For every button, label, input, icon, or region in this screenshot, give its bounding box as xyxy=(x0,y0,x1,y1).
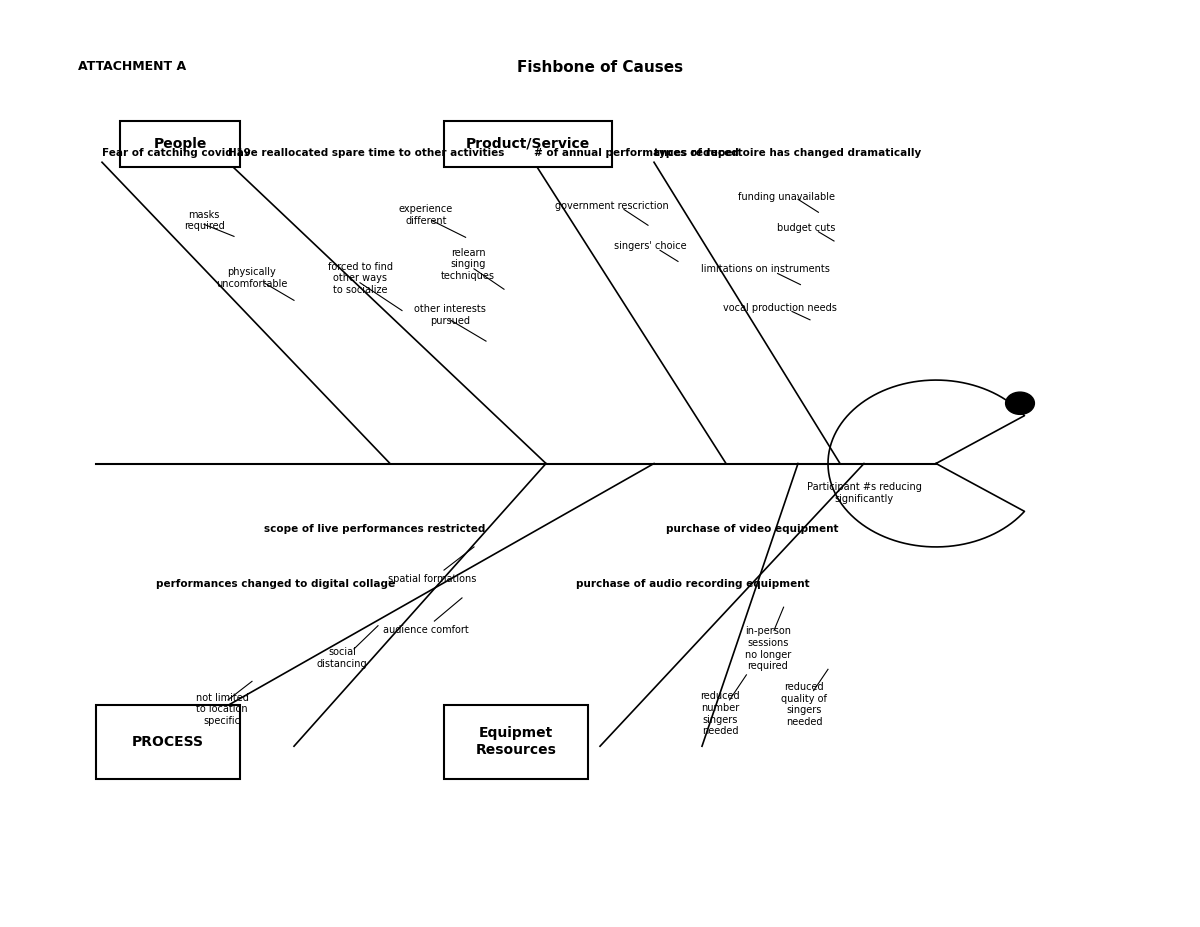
Text: Have reallocated spare time to other activities: Have reallocated spare time to other act… xyxy=(228,147,504,158)
Text: budget cuts: budget cuts xyxy=(778,223,835,233)
FancyBboxPatch shape xyxy=(444,121,612,167)
Text: purchase of video equipment: purchase of video equipment xyxy=(666,524,839,534)
FancyBboxPatch shape xyxy=(444,705,588,779)
Text: singers' choice: singers' choice xyxy=(614,241,686,250)
Text: ATTACHMENT A: ATTACHMENT A xyxy=(78,60,186,73)
Text: Equipmet
Resources: Equipmet Resources xyxy=(475,727,557,756)
Text: Product/Service: Product/Service xyxy=(466,136,590,151)
Text: People: People xyxy=(154,136,206,151)
Text: purchase of audio recording equipment: purchase of audio recording equipment xyxy=(576,579,810,590)
FancyBboxPatch shape xyxy=(96,705,240,779)
Text: Participant #s reducing
significantly: Participant #s reducing significantly xyxy=(806,482,922,503)
Text: PROCESS: PROCESS xyxy=(132,734,204,749)
Text: in-person
sessions
no longer
required: in-person sessions no longer required xyxy=(745,627,791,671)
Text: experience
different: experience different xyxy=(398,204,454,226)
Text: reduced
quality of
singers
needed: reduced quality of singers needed xyxy=(781,682,827,727)
Text: limitations on instruments: limitations on instruments xyxy=(701,264,830,273)
Text: Fear of catching covid 19: Fear of catching covid 19 xyxy=(102,147,251,158)
Text: not limited
to location
specific: not limited to location specific xyxy=(196,692,248,726)
FancyBboxPatch shape xyxy=(120,121,240,167)
Text: scope of live performances restricted: scope of live performances restricted xyxy=(264,524,485,534)
Text: Fishbone of Causes: Fishbone of Causes xyxy=(517,60,683,75)
Text: vocal production needs: vocal production needs xyxy=(724,303,836,312)
Text: other interests
pursued: other interests pursued xyxy=(414,304,486,326)
Text: spatial formations: spatial formations xyxy=(388,575,476,584)
Text: relearn
singing
techniques: relearn singing techniques xyxy=(442,248,496,281)
Text: # of annual performances reduced: # of annual performances reduced xyxy=(534,147,739,158)
Text: physically
uncomfortable: physically uncomfortable xyxy=(216,267,288,289)
Text: audience comfort: audience comfort xyxy=(383,626,469,635)
Text: social
distancing: social distancing xyxy=(317,647,367,669)
Text: reduced
number
singers
needed: reduced number singers needed xyxy=(700,692,740,736)
Text: performances changed to digital collage: performances changed to digital collage xyxy=(156,579,395,590)
Text: funding unavailable: funding unavailable xyxy=(738,192,834,201)
Text: forced to find
other ways
to socialize: forced to find other ways to socialize xyxy=(328,261,392,295)
Text: masks
required: masks required xyxy=(184,210,224,232)
Text: types of repertoire has changed dramatically: types of repertoire has changed dramatic… xyxy=(654,147,922,158)
Circle shape xyxy=(1006,392,1034,414)
Text: government rescriction: government rescriction xyxy=(556,201,668,210)
